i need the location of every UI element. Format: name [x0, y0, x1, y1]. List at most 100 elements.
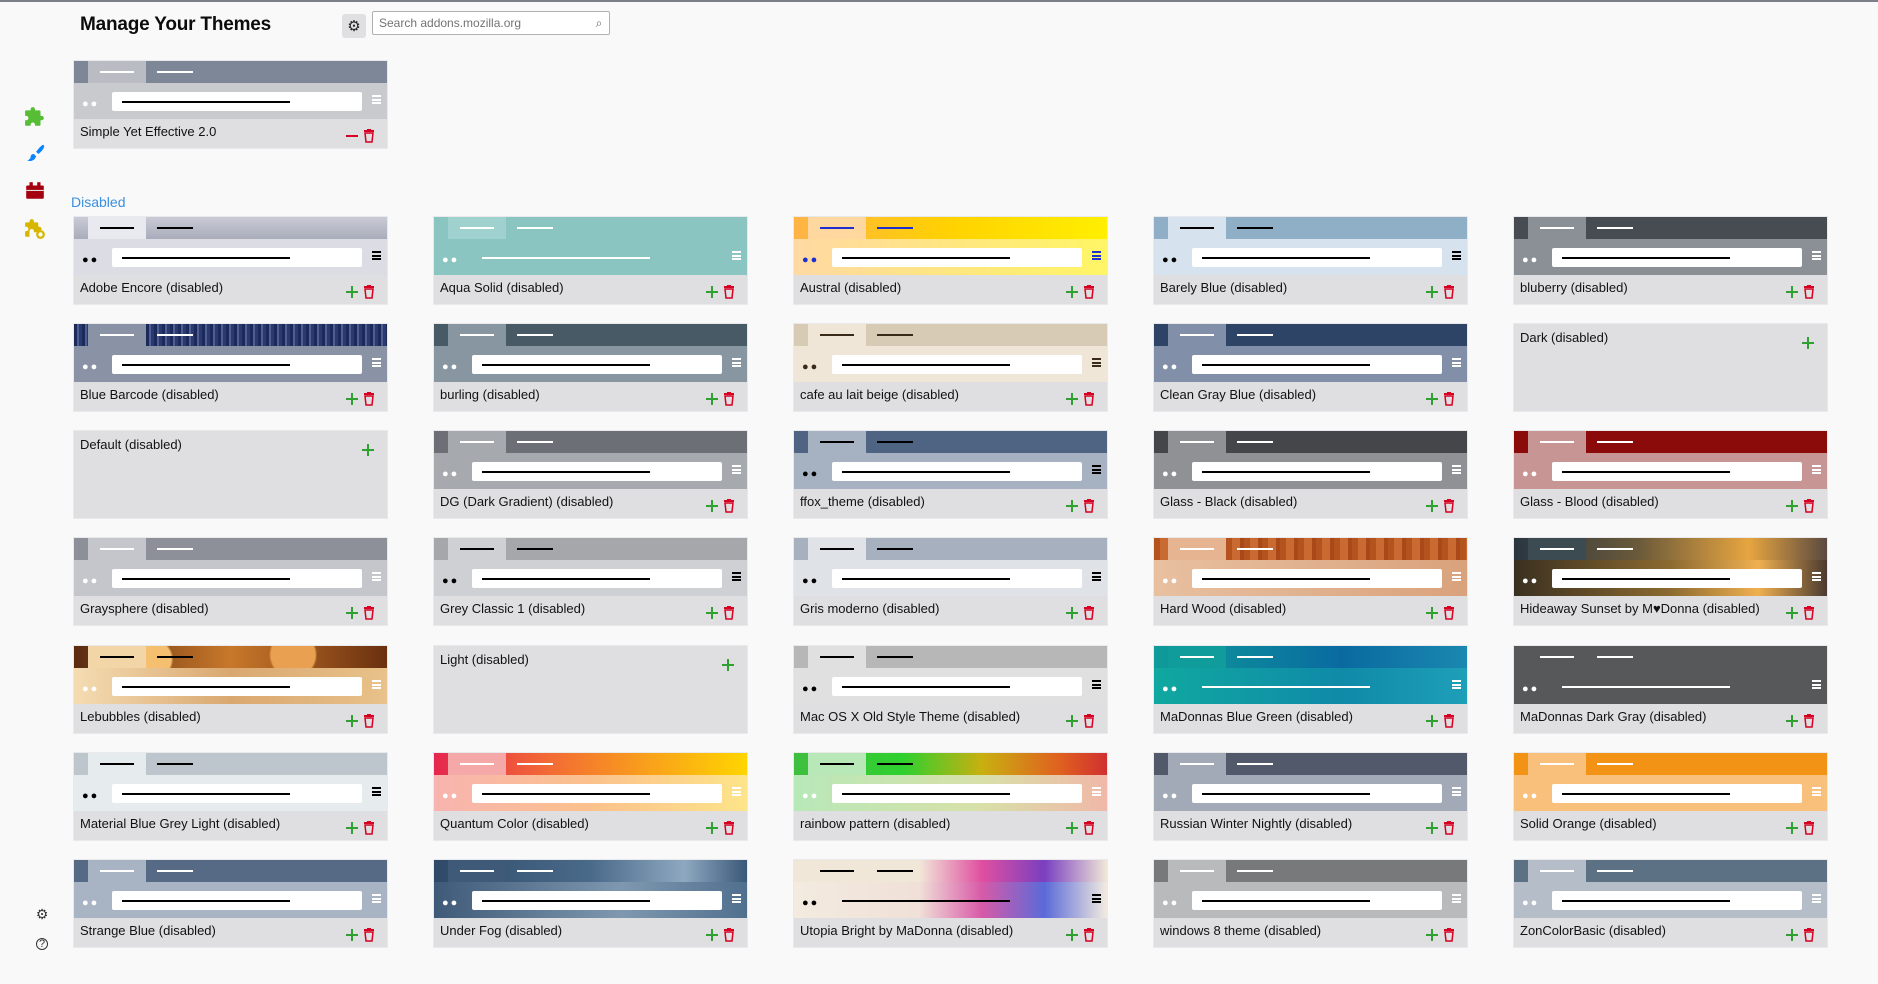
plugins-category-button[interactable]	[22, 178, 48, 204]
theme-card[interactable]: ●● Aqua Solid (disabled)	[434, 217, 747, 304]
remove-theme-button[interactable]	[363, 928, 375, 942]
enable-theme-button[interactable]	[1065, 285, 1079, 299]
theme-card[interactable]: ●● MaDonnas Dark Gray (disabled)	[1514, 646, 1827, 733]
enable-theme-button[interactable]	[1785, 928, 1799, 942]
enable-theme-button[interactable]	[345, 392, 359, 406]
enable-theme-button[interactable]	[361, 443, 375, 457]
remove-theme-button[interactable]	[1803, 714, 1815, 728]
enable-theme-button[interactable]	[1065, 499, 1079, 513]
theme-card[interactable]: ●● Hideaway Sunset by M♥Donna (disabled)	[1514, 538, 1827, 625]
theme-card[interactable]: ●● Gris moderno (disabled)	[794, 538, 1107, 625]
enable-theme-button[interactable]	[1425, 499, 1439, 513]
theme-card[interactable]: ●● Graysphere (disabled)	[74, 538, 387, 625]
enable-theme-button[interactable]	[1065, 392, 1079, 406]
theme-card[interactable]: ●● rainbow pattern (disabled)	[794, 753, 1107, 840]
remove-theme-button[interactable]	[1083, 606, 1095, 620]
theme-card[interactable]: ●● ffox_theme (disabled)	[794, 431, 1107, 518]
remove-theme-button[interactable]	[1803, 928, 1815, 942]
theme-card[interactable]: ●● cafe au lait beige (disabled)	[794, 324, 1107, 411]
enable-theme-button[interactable]	[1065, 928, 1079, 942]
remove-theme-button[interactable]	[363, 714, 375, 728]
remove-theme-button[interactable]	[723, 928, 735, 942]
theme-card[interactable]: ●● Blue Barcode (disabled)	[74, 324, 387, 411]
enable-theme-button[interactable]	[705, 821, 719, 835]
remove-theme-button[interactable]	[1443, 928, 1455, 942]
theme-card[interactable]: ●● Russian Winter Nightly (disabled)	[1154, 753, 1467, 840]
enable-theme-button[interactable]	[345, 285, 359, 299]
enable-theme-button[interactable]	[705, 928, 719, 942]
enable-theme-button[interactable]	[1425, 285, 1439, 299]
theme-card[interactable]: ●● burling (disabled)	[434, 324, 747, 411]
theme-card[interactable]: ●● ZonColorBasic (disabled)	[1514, 860, 1827, 947]
enable-theme-button[interactable]	[1785, 606, 1799, 620]
theme-card[interactable]: ●● Glass - Black (disabled)	[1154, 431, 1467, 518]
enable-theme-button[interactable]	[345, 606, 359, 620]
theme-card[interactable]: ●● Material Blue Grey Light (disabled)	[74, 753, 387, 840]
enable-theme-button[interactable]	[345, 821, 359, 835]
theme-card[interactable]: ●● Solid Orange (disabled)	[1514, 753, 1827, 840]
enable-theme-button[interactable]	[1785, 714, 1799, 728]
enable-theme-button[interactable]	[1065, 606, 1079, 620]
enable-theme-button[interactable]	[345, 928, 359, 942]
search-input[interactable]	[373, 15, 589, 31]
theme-card[interactable]: ●● Barely Blue (disabled)	[1154, 217, 1467, 304]
theme-card[interactable]: ●● Adobe Encore (disabled)	[74, 217, 387, 304]
theme-card[interactable]: ●● Grey Classic 1 (disabled)	[434, 538, 747, 625]
theme-card[interactable]: ●● Austral (disabled)	[794, 217, 1107, 304]
remove-theme-button[interactable]	[723, 821, 735, 835]
theme-card[interactable]: Light (disabled)	[434, 646, 747, 733]
theme-card[interactable]: ●● Under Fog (disabled)	[434, 860, 747, 947]
enable-theme-button[interactable]	[705, 285, 719, 299]
theme-card[interactable]: ●● Hard Wood (disabled)	[1154, 538, 1467, 625]
remove-theme-button[interactable]	[1443, 499, 1455, 513]
remove-theme-button[interactable]	[1443, 392, 1455, 406]
theme-card[interactable]: ●● Clean Gray Blue (disabled)	[1154, 324, 1467, 411]
enable-theme-button[interactable]	[1425, 714, 1439, 728]
theme-card[interactable]: ●● Strange Blue (disabled)	[74, 860, 387, 947]
enable-theme-button[interactable]	[721, 658, 735, 672]
enable-theme-button[interactable]	[705, 499, 719, 513]
remove-theme-button[interactable]	[1803, 285, 1815, 299]
remove-theme-button[interactable]	[1083, 821, 1095, 835]
theme-card[interactable]: ●● Mac OS X Old Style Theme (disabled)	[794, 646, 1107, 733]
remove-theme-button[interactable]	[723, 606, 735, 620]
disable-theme-button[interactable]	[345, 129, 359, 143]
theme-card[interactable]: ●● DG (Dark Gradient) (disabled)	[434, 431, 747, 518]
enabled-theme-card[interactable]: ●● Simple Yet Effective 2.0	[74, 61, 387, 148]
remove-theme-button[interactable]	[1803, 499, 1815, 513]
enable-theme-button[interactable]	[1425, 606, 1439, 620]
enable-theme-button[interactable]	[705, 606, 719, 620]
themes-category-button[interactable]	[22, 141, 48, 167]
remove-theme-button[interactable]	[723, 499, 735, 513]
enable-theme-button[interactable]	[1785, 821, 1799, 835]
enable-theme-button[interactable]	[1425, 821, 1439, 835]
remove-theme-button[interactable]	[723, 285, 735, 299]
remove-theme-button[interactable]	[1083, 499, 1095, 513]
enable-theme-button[interactable]	[1785, 285, 1799, 299]
remove-theme-button[interactable]	[1083, 392, 1095, 406]
theme-card[interactable]: ●● bluberry (disabled)	[1514, 217, 1827, 304]
remove-theme-button[interactable]	[1083, 714, 1095, 728]
theme-card[interactable]: Dark (disabled)	[1514, 324, 1827, 411]
theme-card[interactable]: ●● windows 8 theme (disabled)	[1154, 860, 1467, 947]
enable-theme-button[interactable]	[1425, 928, 1439, 942]
search-box[interactable]: ⌕	[372, 11, 610, 35]
extensions-category-button[interactable]	[22, 104, 48, 130]
remove-theme-button[interactable]	[1443, 714, 1455, 728]
enable-theme-button[interactable]	[1425, 392, 1439, 406]
addon-preferences-button[interactable]: ⚙	[34, 906, 50, 922]
theme-card[interactable]: ●● Glass - Blood (disabled)	[1514, 431, 1827, 518]
recommendations-category-button[interactable]	[22, 216, 48, 242]
remove-theme-button[interactable]	[1443, 606, 1455, 620]
remove-theme-button[interactable]	[1443, 285, 1455, 299]
remove-theme-button[interactable]	[1803, 821, 1815, 835]
theme-card[interactable]: ●● Quantum Color (disabled)	[434, 753, 747, 840]
remove-theme-button[interactable]	[723, 392, 735, 406]
theme-card[interactable]: Default (disabled)	[74, 431, 387, 518]
remove-theme-button[interactable]	[1443, 821, 1455, 835]
theme-card[interactable]: ●● Utopia Bright by MaDonna (disabled)	[794, 860, 1107, 947]
remove-theme-button[interactable]	[363, 392, 375, 406]
remove-theme-button[interactable]	[363, 821, 375, 835]
enable-theme-button[interactable]	[345, 714, 359, 728]
remove-theme-button[interactable]	[363, 285, 375, 299]
